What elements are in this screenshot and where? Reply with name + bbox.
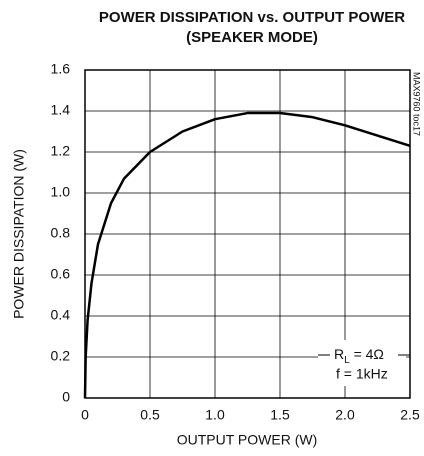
annotation-part: = 4Ω [350, 346, 384, 362]
chart-subtitle: (SPEAKER MODE) [186, 29, 318, 46]
y-axis-label: POWER DISSIPATION (W) [11, 149, 27, 319]
y-tick-label: 0.8 [51, 225, 71, 241]
y-tick-label: 1.2 [51, 143, 71, 159]
y-tick-label: 0.4 [51, 307, 71, 323]
y-tick-label: 0 [62, 389, 70, 405]
annotation-part: R [334, 346, 344, 362]
y-tick-label: 1.0 [51, 184, 71, 200]
data-line [83, 111, 411, 399]
x-tick-label: 2.0 [335, 407, 355, 423]
annotation: f = 1kHz [336, 366, 388, 382]
chart-title: POWER DISSIPATION vs. OUTPUT POWER [99, 9, 405, 26]
x-tick-label: 1.5 [270, 407, 290, 423]
annotation: RL = 4Ω [334, 346, 384, 366]
side-label: MAX9760 toc17 [412, 72, 422, 136]
y-tick-label: 0.2 [51, 348, 71, 364]
plot-frame [84, 69, 411, 399]
x-axis-label: OUTPUT POWER (W) [177, 432, 318, 448]
x-tick-label: 0 [81, 407, 89, 423]
annotation-background [318, 340, 406, 386]
y-tick-label: 1.4 [51, 102, 71, 118]
annotation-part: L [344, 355, 350, 366]
x-tick-label: 0.5 [140, 407, 160, 423]
y-tick-label: 0.6 [51, 266, 71, 282]
y-tick-label: 1.6 [51, 61, 71, 77]
x-tick-label: 2.5 [400, 407, 420, 423]
x-tick-label: 1.0 [205, 407, 225, 423]
